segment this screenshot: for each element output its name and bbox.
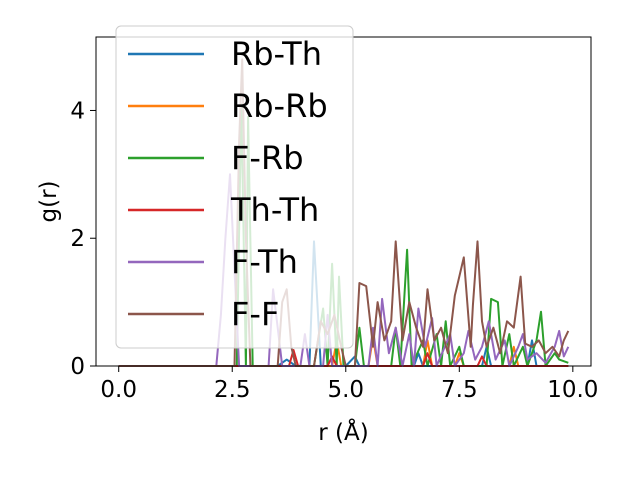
legend-label: F-F [231, 295, 279, 333]
legend-label: F-Th [231, 243, 298, 281]
x-tick-label: 2.5 [214, 377, 251, 403]
x-tick-label: 7.5 [441, 377, 478, 403]
y-tick-label: 0 [70, 354, 85, 380]
x-axis: 0.0 2.5 5.0 7.5 10.0 [100, 366, 598, 403]
x-tick-label: 0.0 [100, 377, 137, 403]
x-tick-label: 10.0 [547, 377, 598, 403]
y-axis: 0 2 4 [70, 98, 96, 380]
legend-label: Rb-Th [231, 35, 322, 73]
x-axis-label: r (Å) [318, 418, 368, 446]
x-tick-label: 5.0 [327, 377, 364, 403]
y-tick-label: 4 [70, 98, 85, 124]
legend: Rb-Th Rb-Rb F-Rb Th-Th F-Th F-F [115, 25, 354, 349]
legend-label: Rb-Rb [231, 87, 328, 125]
y-axis-label: g(r) [36, 180, 62, 222]
y-tick-label: 2 [70, 226, 85, 252]
legend-label: F-Rb [231, 139, 304, 177]
legend-label: Th-Th [230, 191, 319, 229]
